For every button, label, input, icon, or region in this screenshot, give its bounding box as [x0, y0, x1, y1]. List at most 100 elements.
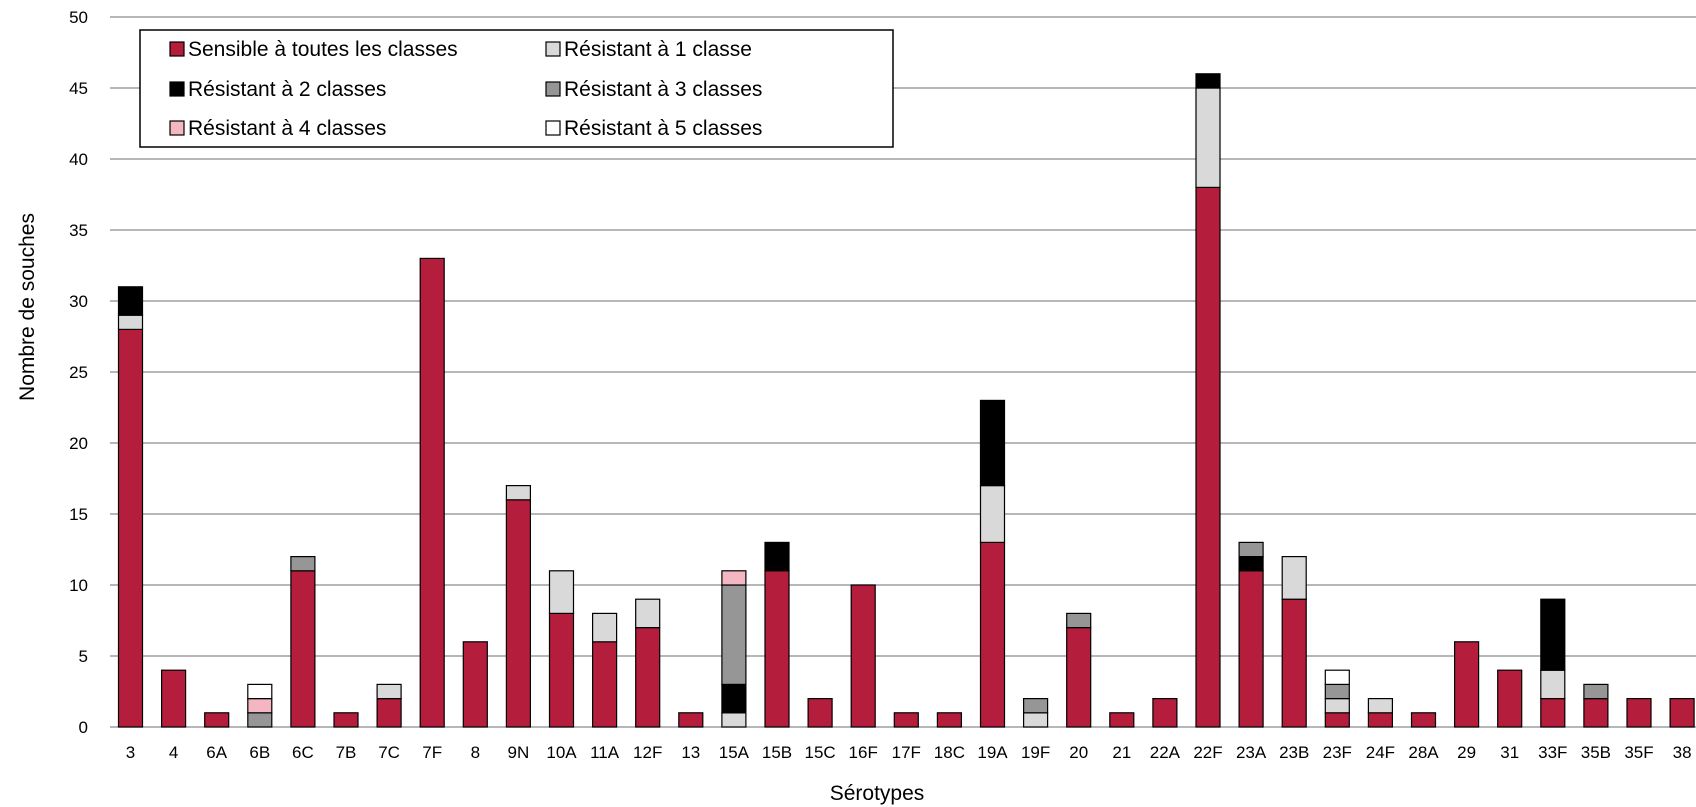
bar-segment	[635, 598, 661, 629]
legend-box	[139, 29, 894, 148]
bar-segment	[1453, 641, 1480, 728]
x-tick-label: 23F	[1323, 743, 1352, 762]
bars	[117, 73, 1695, 728]
bar-segment	[1540, 697, 1566, 728]
x-tick-label: 12F	[633, 743, 662, 762]
x-tick-label: 33F	[1538, 743, 1567, 762]
x-axis-title: Sérotypes	[830, 782, 925, 805]
bar-segment	[721, 584, 747, 686]
bar-segment	[548, 570, 575, 614]
bar-segment	[1022, 712, 1049, 728]
x-tick-label: 31	[1500, 743, 1519, 762]
bar-segment	[161, 669, 187, 728]
x-tick-label: 7C	[378, 743, 400, 762]
x-tick-label: 19A	[977, 743, 1008, 762]
legend-swatch	[545, 41, 561, 57]
x-tick-label: 23A	[1236, 743, 1267, 762]
bar-segment	[290, 555, 316, 572]
legend-label: Résistant à 4 classes	[188, 117, 386, 140]
x-tick-label: 18C	[934, 743, 965, 762]
bar-segment	[1497, 669, 1523, 728]
legend-label: Résistant à 3 classes	[564, 78, 762, 101]
y-tick-label: 20	[69, 434, 88, 453]
bar-segment	[1410, 712, 1437, 728]
bar-segment	[1583, 697, 1609, 728]
bar-segment	[1669, 697, 1695, 728]
y-tick-label: 25	[69, 363, 88, 382]
x-tick-label: 21	[1112, 743, 1131, 762]
bar-segment	[247, 712, 273, 728]
bar-segment	[247, 683, 273, 700]
x-tick-label: 28A	[1408, 743, 1439, 762]
x-tick-label: 6B	[249, 743, 270, 762]
bar-segment	[1195, 87, 1221, 189]
bar-segment	[979, 485, 1006, 544]
x-tick-label: 17F	[892, 743, 921, 762]
y-tick-label: 0	[79, 718, 88, 737]
x-tick-label: 22A	[1150, 743, 1181, 762]
y-tick-label: 45	[69, 79, 88, 98]
y-tick-label: 5	[79, 647, 88, 666]
x-tick-label: 6A	[206, 743, 227, 762]
bar-segment	[1109, 712, 1135, 728]
x-tick-label: 38	[1673, 743, 1692, 762]
bar-segment	[807, 697, 833, 728]
bar-segment	[1066, 612, 1092, 629]
bar-segment	[979, 399, 1006, 487]
x-tick-label: 11A	[590, 743, 620, 762]
bar-segment	[117, 314, 144, 331]
bar-segment	[721, 570, 747, 586]
bar-segment	[333, 712, 359, 728]
bar-segment	[1238, 555, 1264, 572]
bar-segment	[1195, 73, 1221, 89]
bar-segment	[1152, 697, 1178, 728]
x-tick-label: 22F	[1193, 743, 1222, 762]
y-tick-label: 30	[69, 292, 88, 311]
y-tick-label: 10	[69, 576, 88, 595]
bar-segment	[893, 712, 919, 728]
x-tick-label: 3	[126, 743, 135, 762]
bar-segment	[1195, 186, 1221, 728]
bar-segment	[979, 541, 1006, 728]
bar-segment	[290, 570, 316, 728]
bar-segment	[1238, 570, 1264, 728]
bar-segment	[376, 697, 402, 728]
bar-segment	[1367, 697, 1394, 714]
bar-segment	[1281, 598, 1307, 728]
x-tick-label: 35B	[1581, 743, 1611, 762]
x-axis-ticks: 3 4 6A 6B 6C 7B 7C 7F 8 9N 10A 11A 12F 13 15A 15B 15C 16F…	[126, 743, 1692, 762]
legend-swatch	[169, 81, 185, 97]
legend-swatch	[169, 41, 185, 57]
bar-segment	[678, 712, 704, 728]
bar-segment	[721, 712, 747, 728]
x-tick-label: 15C	[805, 743, 836, 762]
bar-segment	[591, 641, 618, 728]
x-tick-label: 13	[681, 743, 700, 762]
x-tick-label: 8	[471, 743, 480, 762]
bar-segment	[548, 612, 575, 728]
y-axis-ticks: 0 5 10 15 20 25 30 35 40 45 50	[69, 8, 88, 737]
gridlines	[110, 16, 1696, 728]
x-tick-label: 7B	[336, 743, 357, 762]
x-tick-label: 15B	[762, 743, 792, 762]
y-axis-title: Nombre de souches	[16, 213, 39, 401]
bar-segment	[117, 328, 144, 728]
x-tick-label: 29	[1457, 743, 1476, 762]
bar-segment	[1626, 697, 1652, 728]
legend-swatch	[169, 120, 185, 136]
bar-segment	[764, 570, 790, 728]
x-tick-label: 16F	[849, 743, 878, 762]
bar-segment	[1324, 669, 1350, 686]
x-tick-label: 9N	[508, 743, 530, 762]
bar-segment	[764, 541, 790, 572]
bar-segment	[505, 485, 531, 501]
bar-segment	[505, 499, 531, 728]
bar-segment	[376, 683, 402, 700]
x-tick-label: 23B	[1279, 743, 1309, 762]
bar-segment	[635, 626, 661, 728]
x-tick-label: 35F	[1624, 743, 1653, 762]
bar-segment	[1066, 626, 1092, 728]
bar-segment	[850, 584, 876, 728]
y-tick-label: 50	[69, 8, 88, 27]
